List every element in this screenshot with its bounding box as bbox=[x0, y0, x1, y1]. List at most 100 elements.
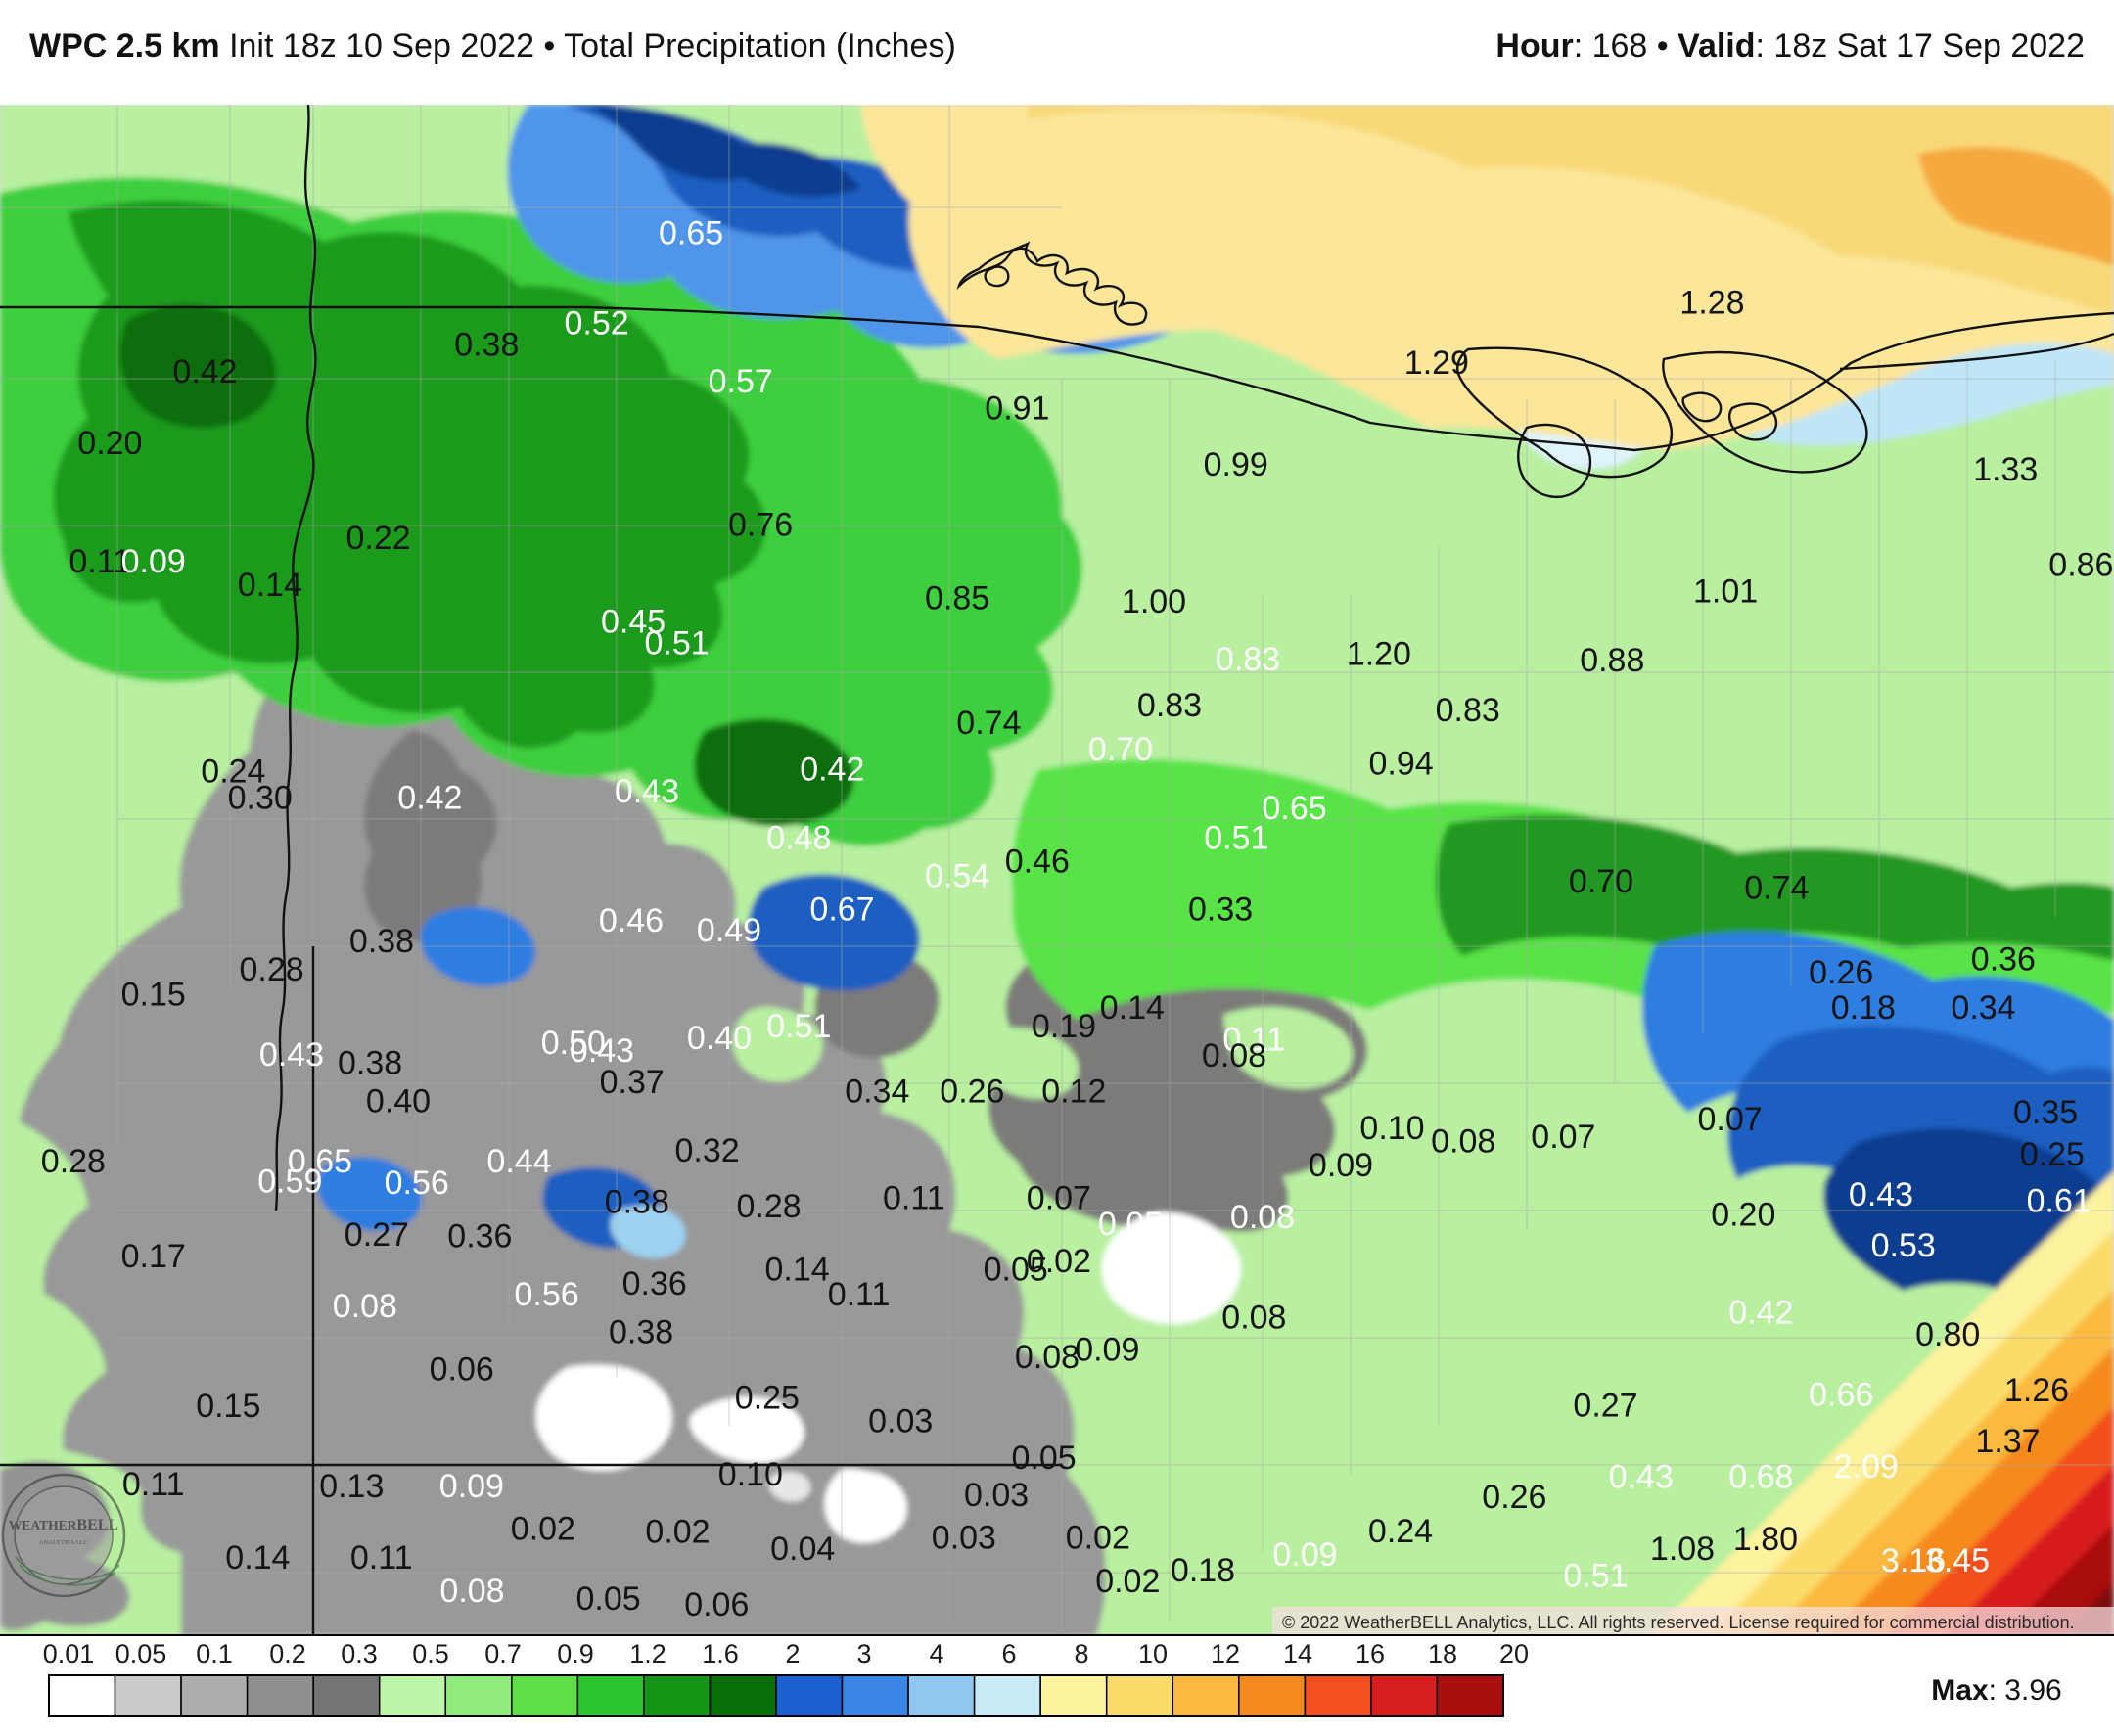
svg-text:0.44: 0.44 bbox=[486, 1143, 551, 1180]
svg-text:0.15: 0.15 bbox=[121, 977, 186, 1014]
svg-text:0.01: 0.01 bbox=[43, 1639, 95, 1668]
svg-text:0.18: 0.18 bbox=[1171, 1552, 1235, 1589]
svg-text:16: 16 bbox=[1356, 1639, 1385, 1668]
svg-text:0.08: 0.08 bbox=[333, 1288, 397, 1325]
svg-text:0.48: 0.48 bbox=[766, 820, 831, 857]
svg-text:0.91: 0.91 bbox=[985, 389, 1049, 427]
svg-text:0.38: 0.38 bbox=[609, 1313, 673, 1350]
svg-text:1.00: 1.00 bbox=[1122, 583, 1186, 620]
svg-text:1.29: 1.29 bbox=[1404, 344, 1469, 382]
svg-text:0.9: 0.9 bbox=[557, 1639, 594, 1668]
svg-text:0.51: 0.51 bbox=[766, 1008, 831, 1045]
svg-text:0.65: 0.65 bbox=[1263, 790, 1327, 827]
svg-text:0.7: 0.7 bbox=[484, 1639, 522, 1668]
svg-text:0.09: 0.09 bbox=[121, 543, 186, 580]
svg-text:0.07: 0.07 bbox=[1027, 1179, 1091, 1216]
svg-text:0.09: 0.09 bbox=[1309, 1147, 1373, 1184]
svg-text:0.11: 0.11 bbox=[883, 1179, 945, 1216]
svg-text:2: 2 bbox=[785, 1639, 800, 1668]
svg-text:0.20: 0.20 bbox=[1711, 1196, 1775, 1233]
svg-text:0.13: 0.13 bbox=[319, 1468, 384, 1505]
svg-text:0.80: 0.80 bbox=[1915, 1316, 1980, 1353]
svg-text:0.76: 0.76 bbox=[728, 507, 793, 544]
svg-text:0.18: 0.18 bbox=[1831, 989, 1896, 1027]
svg-text:0.67: 0.67 bbox=[809, 891, 874, 929]
svg-text:1.20: 1.20 bbox=[1347, 635, 1411, 672]
svg-text:3: 3 bbox=[856, 1639, 871, 1668]
svg-text:14: 14 bbox=[1283, 1639, 1312, 1668]
svg-text:0.02: 0.02 bbox=[1027, 1243, 1091, 1280]
svg-text:0.85: 0.85 bbox=[925, 580, 989, 617]
svg-text:0.34: 0.34 bbox=[1951, 989, 2015, 1027]
svg-text:0.83: 0.83 bbox=[1436, 692, 1500, 729]
svg-text:0.28: 0.28 bbox=[41, 1143, 106, 1180]
svg-text:1.26: 1.26 bbox=[2004, 1372, 2069, 1409]
svg-text:1.6: 1.6 bbox=[702, 1639, 739, 1668]
svg-text:1.01: 1.01 bbox=[1693, 573, 1758, 611]
svg-text:0.07: 0.07 bbox=[1698, 1101, 1763, 1138]
svg-text:0.08: 0.08 bbox=[1221, 1299, 1286, 1336]
svg-text:0.03: 0.03 bbox=[932, 1520, 996, 1557]
svg-text:0.53: 0.53 bbox=[1871, 1227, 1936, 1264]
svg-text:18: 18 bbox=[1428, 1639, 1457, 1668]
svg-text:0.46: 0.46 bbox=[599, 902, 664, 939]
svg-text:0.74: 0.74 bbox=[956, 705, 1021, 742]
svg-text:0.38: 0.38 bbox=[605, 1184, 669, 1221]
svg-text:0.3: 0.3 bbox=[341, 1639, 378, 1668]
svg-text:0.66: 0.66 bbox=[1809, 1376, 1873, 1413]
svg-text:0.51: 0.51 bbox=[1204, 820, 1268, 857]
svg-text:0.99: 0.99 bbox=[1204, 446, 1268, 483]
svg-text:1.80: 1.80 bbox=[1733, 1521, 1798, 1558]
svg-text:0.27: 0.27 bbox=[345, 1216, 409, 1254]
svg-text:0.04: 0.04 bbox=[770, 1530, 835, 1568]
svg-text:0.37: 0.37 bbox=[600, 1064, 665, 1101]
svg-text:0.30: 0.30 bbox=[228, 780, 293, 817]
svg-text:0.14: 0.14 bbox=[225, 1539, 290, 1576]
svg-text:0.83: 0.83 bbox=[1216, 641, 1280, 678]
svg-text:0.09: 0.09 bbox=[1075, 1331, 1139, 1368]
svg-text:0.26: 0.26 bbox=[1809, 954, 1873, 991]
svg-text:0.94: 0.94 bbox=[1369, 746, 1434, 783]
svg-text:0.54: 0.54 bbox=[925, 858, 989, 895]
svg-text:ANALYTICS LLC: ANALYTICS LLC bbox=[39, 1539, 88, 1546]
svg-text:0.26: 0.26 bbox=[1482, 1479, 1546, 1516]
svg-text:0.06: 0.06 bbox=[430, 1351, 494, 1389]
svg-text:0.02: 0.02 bbox=[1095, 1563, 1160, 1600]
svg-text:0.42: 0.42 bbox=[172, 353, 237, 390]
svg-text:0.83: 0.83 bbox=[1137, 687, 1202, 724]
svg-text:0.70: 0.70 bbox=[1569, 863, 1633, 900]
svg-text:0.12: 0.12 bbox=[1041, 1073, 1106, 1110]
svg-text:WEATHERBELL: WEATHERBELL bbox=[9, 1517, 118, 1533]
svg-text:0.43: 0.43 bbox=[1849, 1176, 1913, 1213]
svg-text:0.74: 0.74 bbox=[1744, 870, 1809, 907]
svg-text:0.17: 0.17 bbox=[121, 1238, 186, 1275]
svg-text:0.05: 0.05 bbox=[115, 1639, 167, 1668]
svg-text:0.42: 0.42 bbox=[397, 780, 462, 817]
svg-text:0.43: 0.43 bbox=[615, 773, 679, 810]
svg-text:0.36: 0.36 bbox=[1971, 940, 2036, 978]
svg-text:0.15: 0.15 bbox=[196, 1388, 260, 1425]
svg-text:0.05: 0.05 bbox=[1012, 1439, 1077, 1477]
svg-text:0.33: 0.33 bbox=[1188, 891, 1253, 929]
svg-text:0.36: 0.36 bbox=[622, 1265, 687, 1302]
svg-text:2.09: 2.09 bbox=[1834, 1448, 1899, 1485]
svg-text:0.28: 0.28 bbox=[240, 951, 304, 988]
svg-text:0.42: 0.42 bbox=[800, 752, 864, 789]
svg-text:0.02: 0.02 bbox=[645, 1513, 710, 1550]
svg-text:0.5: 0.5 bbox=[412, 1639, 449, 1668]
svg-text:0.10: 0.10 bbox=[1359, 1110, 1424, 1147]
svg-text:0.14: 0.14 bbox=[1100, 989, 1165, 1027]
svg-text:0.88: 0.88 bbox=[1580, 642, 1644, 679]
svg-text:0.42: 0.42 bbox=[1728, 1294, 1793, 1331]
svg-text:0.24: 0.24 bbox=[1368, 1513, 1433, 1550]
svg-text:0.08: 0.08 bbox=[1431, 1123, 1495, 1161]
svg-text:0.06: 0.06 bbox=[684, 1586, 749, 1623]
svg-text:6: 6 bbox=[1001, 1639, 1016, 1668]
svg-text:0.26: 0.26 bbox=[940, 1073, 1004, 1110]
svg-text:10: 10 bbox=[1138, 1639, 1168, 1668]
svg-text:0.05: 0.05 bbox=[576, 1580, 641, 1618]
svg-text:1.2: 1.2 bbox=[629, 1639, 666, 1668]
svg-text:0.09: 0.09 bbox=[439, 1468, 504, 1505]
svg-text:0.43: 0.43 bbox=[1609, 1458, 1674, 1495]
svg-text:0.1: 0.1 bbox=[196, 1639, 233, 1668]
